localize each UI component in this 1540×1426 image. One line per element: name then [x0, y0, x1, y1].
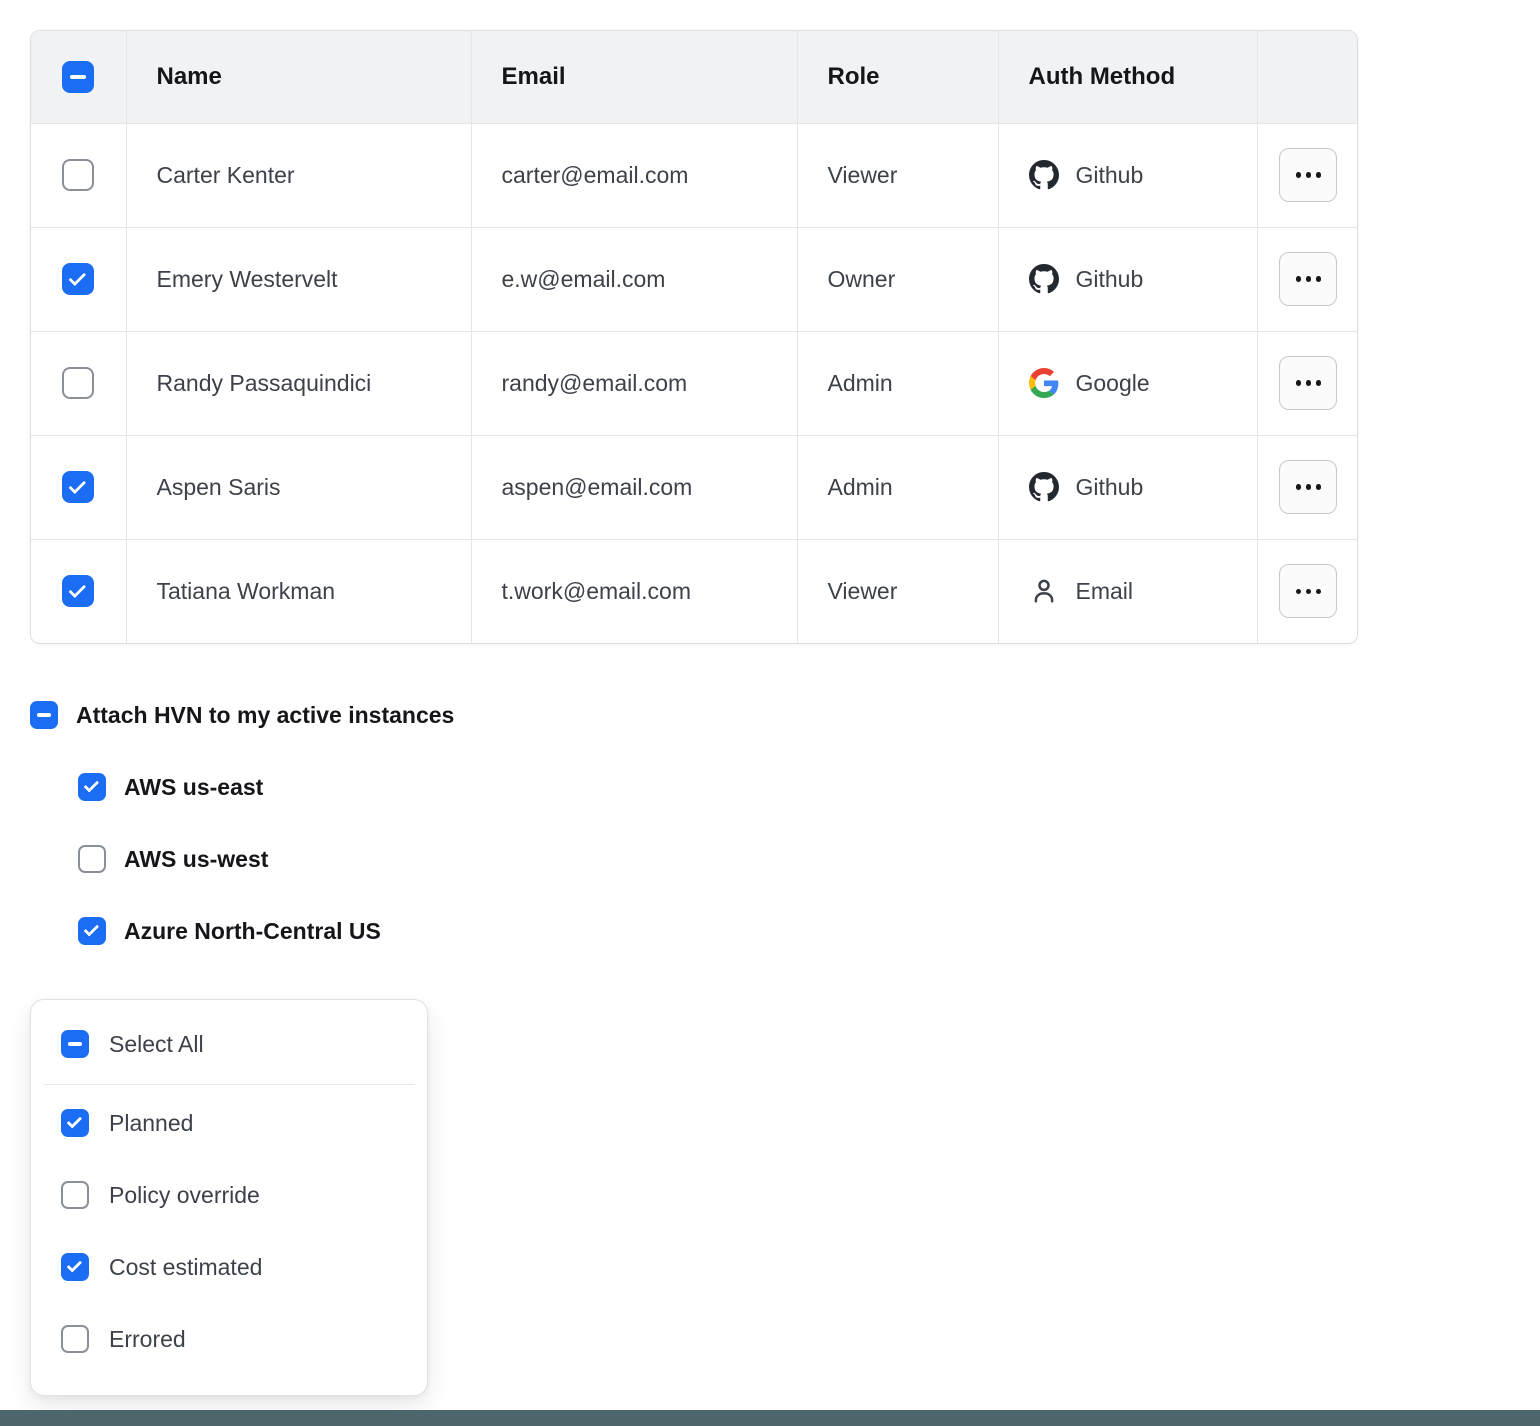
- cell-auth-method: Github: [997, 226, 1257, 331]
- cell-auth-method: Github: [997, 122, 1257, 227]
- ellipsis-icon: [1295, 484, 1301, 490]
- cell-role: Viewer: [796, 538, 998, 643]
- aws-us-west-checkbox[interactable]: [78, 845, 106, 873]
- check-icon: [66, 1257, 83, 1273]
- cell-name: Randy Passaquindici: [125, 330, 471, 435]
- cell-email: aspen@email.com: [470, 434, 797, 539]
- check-icon: [68, 580, 87, 598]
- github-icon: [1029, 160, 1059, 190]
- table-row: Emery Westervelt e.w@email.com Owner Git…: [31, 226, 1357, 331]
- indeterminate-dash-icon: [68, 1042, 82, 1046]
- select-all-label: Select All: [109, 1030, 204, 1057]
- column-header-actions: [1256, 31, 1357, 123]
- select-all-rows-checkbox[interactable]: [62, 60, 95, 93]
- column-header-name: Name: [125, 31, 471, 123]
- errored-label: Errored: [109, 1325, 186, 1352]
- hvn-option-aws-us-east: AWS us-east: [78, 773, 1510, 801]
- hvn-option-azure-north-central-us: Azure North-Central US: [78, 917, 1510, 945]
- cell-auth-method: Email: [997, 538, 1257, 643]
- indeterminate-dash-icon: [37, 713, 51, 717]
- user-icon: [1029, 576, 1059, 606]
- auth-method-label: Google: [1075, 369, 1150, 396]
- row-checkbox[interactable]: [62, 367, 95, 399]
- column-header-role: Role: [796, 31, 998, 123]
- ellipsis-icon: [1295, 172, 1301, 178]
- row-more-options-button[interactable]: [1279, 252, 1338, 306]
- google-icon: [1029, 368, 1059, 398]
- azure-north-central-us-label: Azure North-Central US: [124, 917, 381, 944]
- filter-option-errored: Errored: [61, 1325, 397, 1353]
- planned-label: Planned: [109, 1109, 194, 1136]
- table-header-row: Name Email Role Auth Method: [31, 31, 1357, 123]
- github-icon: [1029, 264, 1059, 294]
- check-icon: [66, 1113, 83, 1129]
- cell-auth-method: Google: [997, 330, 1257, 435]
- cell-role: Owner: [796, 226, 998, 331]
- column-header-email: Email: [470, 31, 797, 123]
- hvn-option-aws-us-west: AWS us-west: [78, 845, 1510, 873]
- cost-estimated-label: Cost estimated: [109, 1253, 263, 1280]
- aws-us-west-label: AWS us-west: [124, 845, 269, 872]
- filter-option-policy-override: Policy override: [61, 1181, 397, 1209]
- table-row: Carter Kenter carter@email.com Viewer Gi…: [31, 122, 1357, 227]
- divider: [43, 1084, 415, 1085]
- cell-email: carter@email.com: [470, 122, 797, 227]
- github-icon: [1029, 472, 1059, 502]
- check-icon: [83, 777, 100, 793]
- policy-override-label: Policy override: [109, 1181, 260, 1208]
- attach-hvn-label: Attach HVN to my active instances: [76, 701, 455, 728]
- aws-us-east-checkbox[interactable]: [78, 773, 106, 801]
- row-checkbox[interactable]: [62, 159, 95, 191]
- cell-name: Emery Westervelt: [125, 226, 471, 331]
- policy-override-checkbox[interactable]: [61, 1181, 89, 1209]
- cell-email: e.w@email.com: [470, 226, 797, 331]
- row-more-options-button[interactable]: [1279, 356, 1338, 410]
- auth-method-label: Github: [1075, 265, 1144, 292]
- members-table: Name Email Role Auth Method Carter Ken: [30, 30, 1358, 644]
- hvn-attach-section: Attach HVN to my active instances AWS us…: [30, 701, 1510, 945]
- cell-email: randy@email.com: [470, 330, 797, 435]
- aws-us-east-label: AWS us-east: [124, 773, 264, 800]
- row-more-options-button[interactable]: [1279, 460, 1338, 514]
- row-more-options-button[interactable]: [1279, 564, 1338, 619]
- cell-role: Viewer: [796, 122, 998, 227]
- cell-name: Carter Kenter: [125, 122, 471, 227]
- cell-role: Admin: [796, 434, 998, 539]
- cost-estimated-checkbox[interactable]: [61, 1253, 89, 1281]
- select-all-checkbox[interactable]: [61, 1030, 89, 1058]
- auth-method-label: Github: [1075, 161, 1144, 188]
- page: Name Email Role Auth Method Carter Ken: [30, 30, 1510, 1396]
- check-icon: [68, 268, 87, 286]
- ellipsis-icon: [1295, 380, 1301, 386]
- cell-name: Tatiana Workman: [125, 538, 471, 643]
- row-more-options-button[interactable]: [1279, 148, 1338, 202]
- footer-strip: [0, 1410, 1540, 1426]
- table-row: Aspen Saris aspen@email.com Admin Github: [31, 434, 1357, 539]
- auth-method-label: Email: [1075, 577, 1134, 604]
- auth-method-label: Github: [1075, 473, 1144, 500]
- ellipsis-icon: [1295, 588, 1301, 594]
- check-icon: [83, 921, 100, 937]
- cell-email: t.work@email.com: [470, 538, 797, 643]
- ellipsis-icon: [1295, 276, 1301, 282]
- row-checkbox[interactable]: [62, 263, 95, 295]
- select-all-row: Select All: [61, 1030, 397, 1058]
- filter-card: Select All Planned Policy override: [30, 999, 428, 1396]
- row-checkbox[interactable]: [62, 575, 95, 608]
- attach-hvn-checkbox[interactable]: [30, 701, 58, 729]
- column-header-auth-method: Auth Method: [997, 31, 1257, 123]
- table-row: Randy Passaquindici randy@email.com Admi…: [31, 330, 1357, 435]
- table-row: Tatiana Workman t.work@email.com Viewer …: [31, 538, 1357, 643]
- errored-checkbox[interactable]: [61, 1325, 89, 1353]
- filter-option-planned: Planned: [61, 1109, 397, 1137]
- check-icon: [68, 476, 87, 494]
- filter-option-cost-estimated: Cost estimated: [61, 1253, 397, 1281]
- cell-name: Aspen Saris: [125, 434, 471, 539]
- azure-north-central-us-checkbox[interactable]: [78, 917, 106, 945]
- indeterminate-dash-icon: [70, 74, 87, 79]
- cell-role: Admin: [796, 330, 998, 435]
- planned-checkbox[interactable]: [61, 1109, 89, 1137]
- cell-auth-method: Github: [997, 434, 1257, 539]
- row-checkbox[interactable]: [62, 471, 95, 503]
